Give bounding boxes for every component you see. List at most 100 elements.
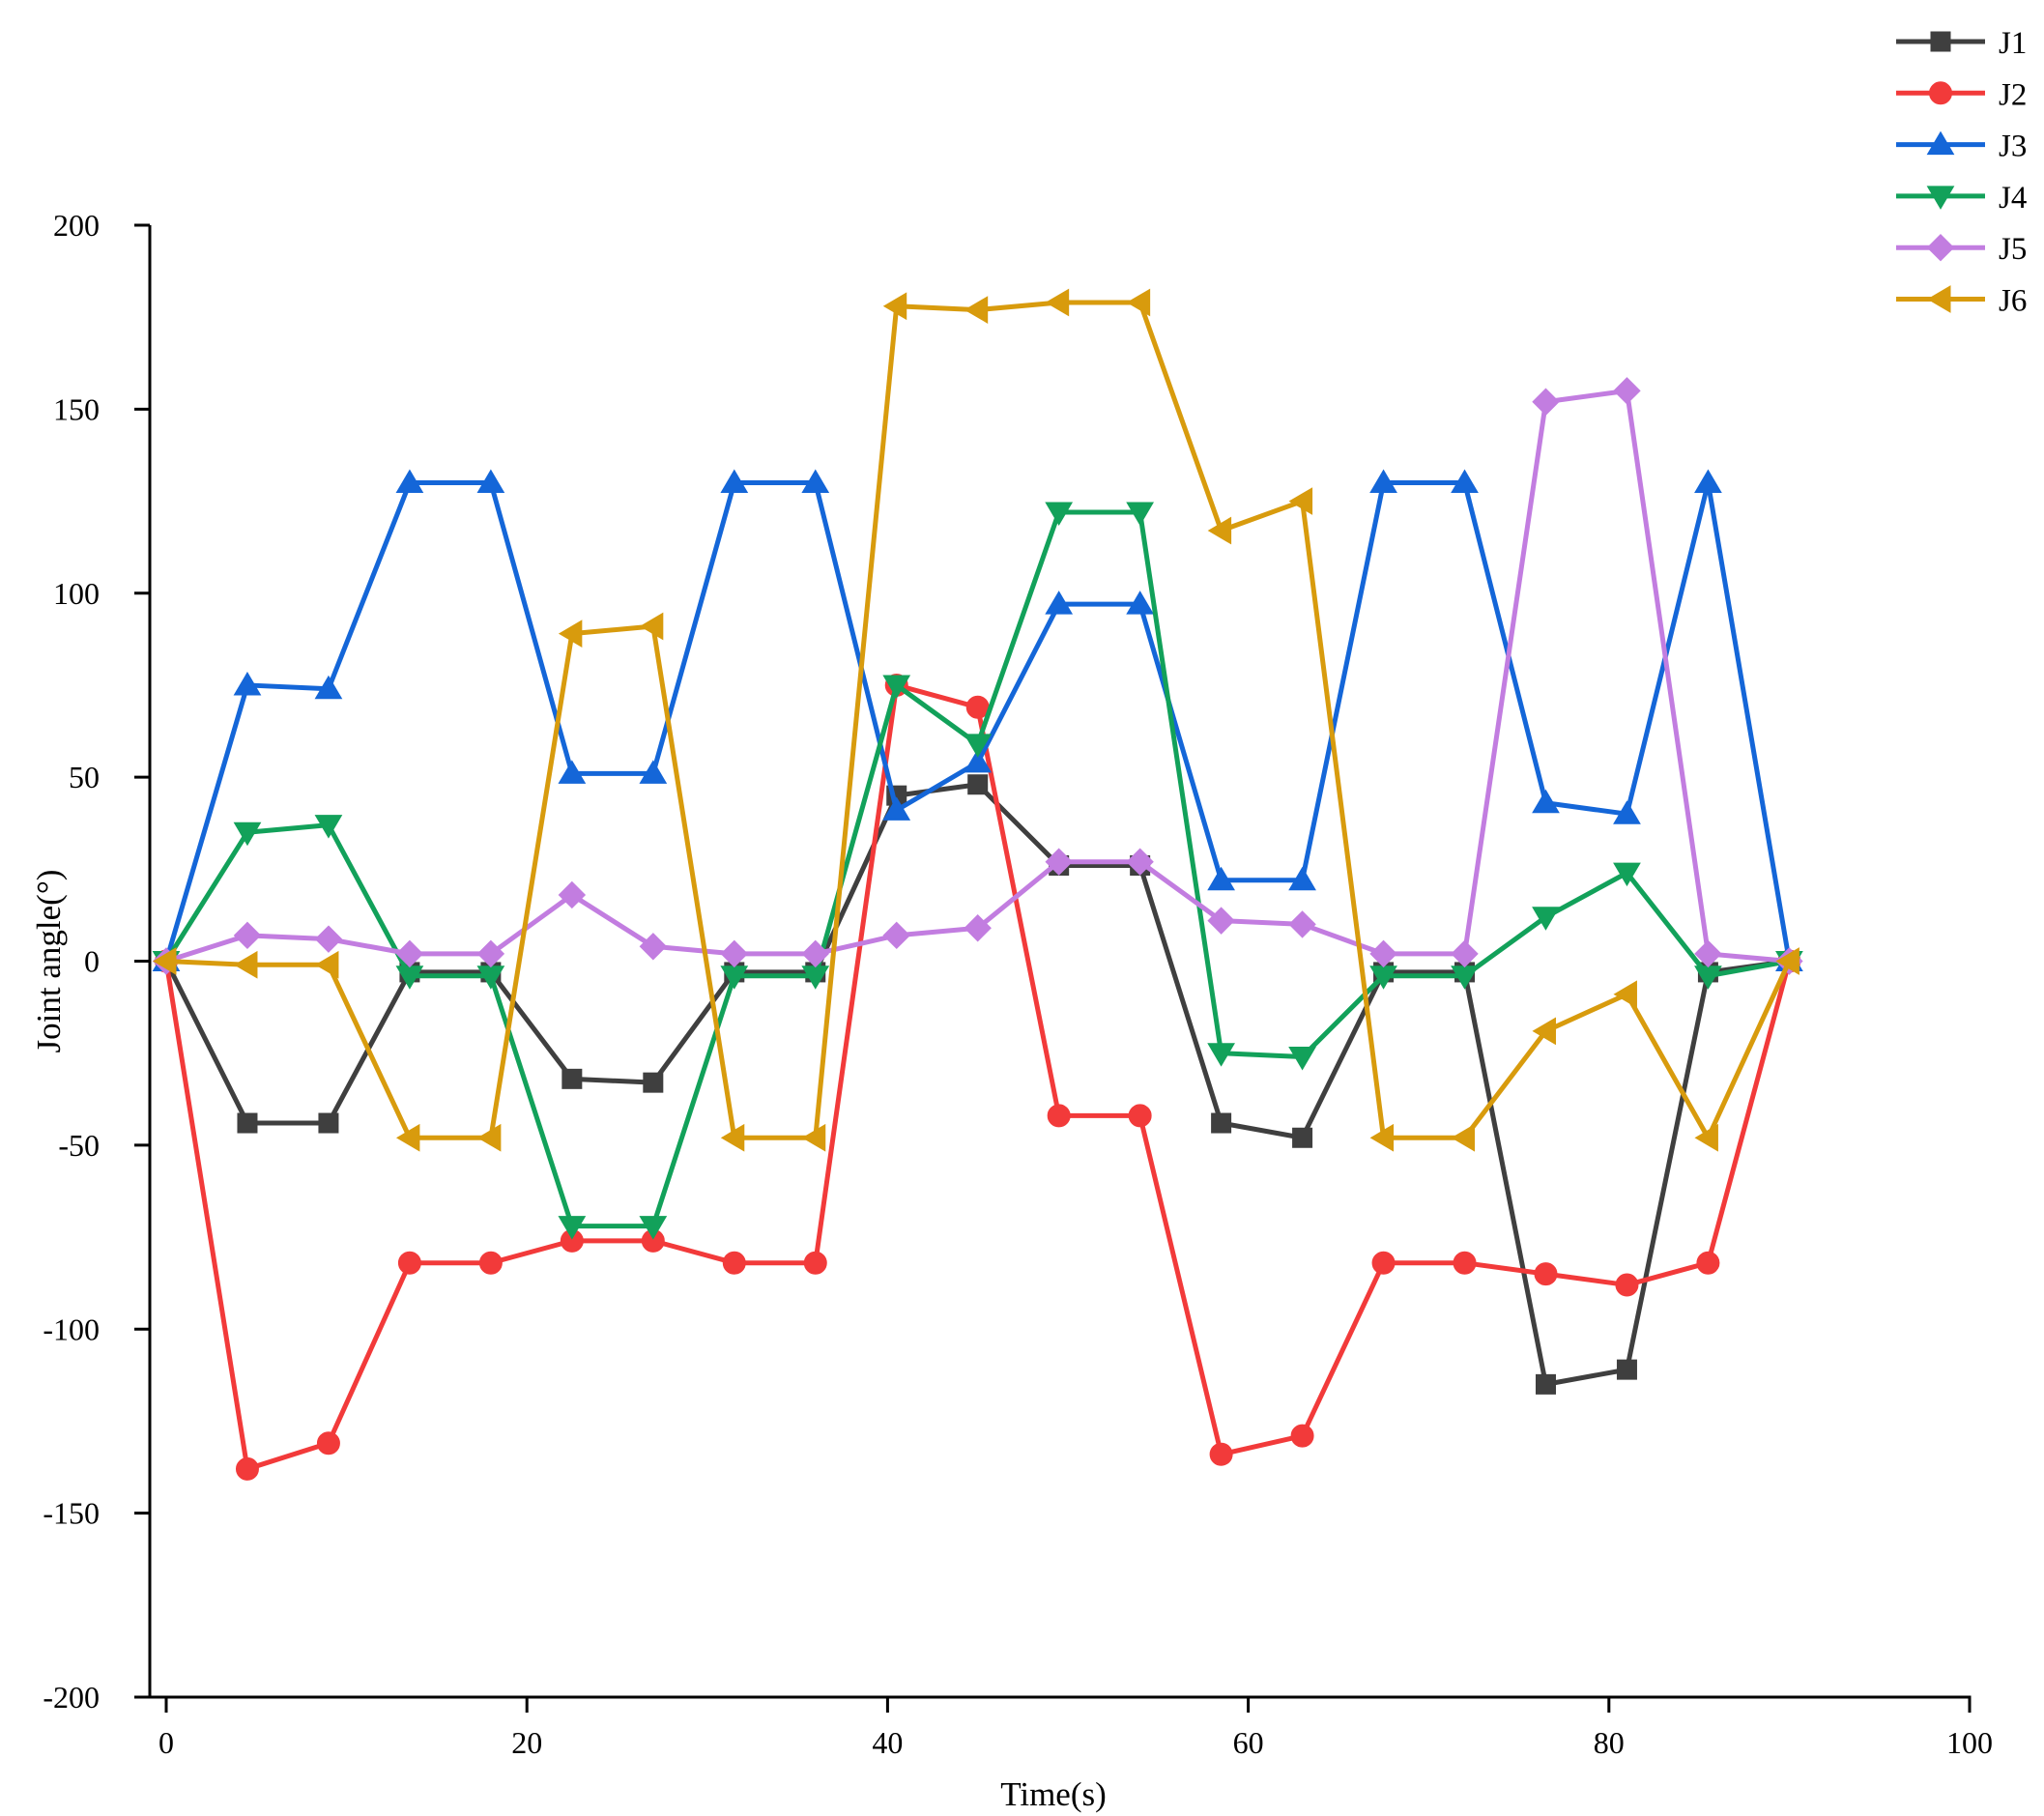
- data-point-j5: [1613, 377, 1641, 405]
- y-axis-title: Joint angle(°): [30, 870, 68, 1053]
- x-tick-label: 100: [1946, 1725, 1993, 1760]
- y-tick-label: -150: [43, 1496, 100, 1531]
- data-point-j5: [395, 939, 424, 968]
- legend-item-j6: J6: [1896, 284, 2027, 319]
- data-point-j6: [1369, 1123, 1395, 1152]
- data-point-j6: [882, 292, 907, 321]
- data-point-j4: [1126, 502, 1155, 526]
- data-point-j6: [1694, 1123, 1718, 1152]
- data-point-j2: [1371, 1251, 1396, 1275]
- data-point-j2: [1128, 1104, 1152, 1128]
- legend-marker: [1926, 130, 1955, 156]
- data-point-j3: [882, 796, 911, 821]
- y-tick-label: -50: [58, 1128, 100, 1163]
- data-point-j3: [639, 760, 668, 784]
- x-axis-title: Time(s): [1000, 1775, 1107, 1813]
- data-point-j5: [233, 921, 262, 950]
- data-point-j6: [1451, 1123, 1476, 1152]
- data-point-j4: [1207, 1043, 1235, 1067]
- legend-marker: [1930, 31, 1951, 52]
- data-point-j5: [1694, 939, 1722, 968]
- data-point-j3: [1045, 591, 1074, 615]
- data-point-j4: [639, 1216, 668, 1240]
- series-line-j1: [163, 782, 1790, 1387]
- data-point-j2: [1534, 1262, 1558, 1286]
- legend-label: J2: [1999, 77, 2027, 112]
- data-point-j3: [1694, 469, 1722, 494]
- data-point-j5: [964, 914, 992, 942]
- data-point-j4: [1613, 862, 1641, 887]
- legend-item-j2: J2: [1896, 77, 2027, 112]
- data-point-j6: [1045, 288, 1070, 317]
- data-point-j3: [1288, 866, 1316, 891]
- data-point-j3: [720, 469, 749, 494]
- series-j1: [156, 774, 1799, 1395]
- data-point-j1: [1211, 1112, 1232, 1134]
- data-point-j1: [643, 1072, 664, 1093]
- series-line-j4: [163, 509, 1790, 1229]
- data-point-j3: [964, 748, 993, 773]
- legend-item-j1: J1: [1896, 26, 2027, 61]
- data-point-j5: [558, 880, 587, 909]
- data-point-j5: [1207, 907, 1235, 935]
- data-point-j4: [1288, 1046, 1316, 1071]
- legend-marker: [1929, 81, 1952, 105]
- y-tick-label: 0: [84, 944, 100, 979]
- legend-marker: [1926, 233, 1955, 262]
- legend-label: J4: [1999, 181, 2027, 216]
- data-point-j3: [476, 469, 505, 494]
- y-tick-label: 200: [53, 208, 100, 243]
- data-point-j6: [1126, 288, 1151, 317]
- data-point-j5: [1126, 848, 1154, 876]
- x-tick-label: 20: [511, 1725, 542, 1760]
- legend-label: J6: [1999, 284, 2027, 319]
- data-point-j3: [1369, 469, 1397, 494]
- legend-item-j3: J3: [1896, 130, 2027, 164]
- legend-item-j4: J4: [1896, 181, 2027, 216]
- legend-label: J5: [1999, 232, 2027, 267]
- legend-label: J1: [1999, 26, 2027, 61]
- data-point-j3: [1126, 591, 1155, 615]
- data-point-j2: [722, 1251, 746, 1275]
- data-point-j3: [233, 671, 262, 696]
- data-point-j6: [1775, 947, 1799, 975]
- series-line-j6: [165, 300, 1792, 1140]
- data-point-j3: [1532, 789, 1560, 814]
- data-point-j6: [720, 1123, 745, 1152]
- data-point-j5: [1369, 939, 1397, 968]
- data-point-j4: [1045, 502, 1074, 526]
- data-point-j6: [1207, 516, 1232, 545]
- data-point-j2: [803, 1251, 827, 1275]
- data-point-j2: [316, 1431, 340, 1456]
- data-point-j4: [964, 734, 993, 758]
- data-point-j6: [395, 1123, 420, 1152]
- data-point-j4: [314, 815, 343, 839]
- y-tick-label: 150: [53, 391, 100, 426]
- data-point-j2: [235, 1456, 259, 1481]
- data-point-j4: [233, 822, 262, 847]
- series-j3: [152, 469, 1803, 971]
- data-point-j5: [639, 933, 668, 961]
- data-point-j6: [153, 947, 177, 975]
- axes: -200 -150 -100 -50 0 50 100 150 200 0 20 40 60 80 100: [43, 208, 1993, 1760]
- data-point-j1: [1292, 1127, 1313, 1148]
- data-point-j6: [964, 296, 989, 324]
- y-tick-label: -100: [43, 1312, 100, 1346]
- data-point-j3: [558, 760, 587, 784]
- x-tick-label: 60: [1233, 1725, 1264, 1760]
- x-tick-label: 80: [1594, 1725, 1625, 1760]
- data-point-j3: [1613, 800, 1641, 824]
- data-point-j2: [1047, 1104, 1071, 1128]
- data-point-j2: [1453, 1251, 1477, 1275]
- data-point-j5: [882, 921, 910, 950]
- data-point-j1: [1535, 1373, 1556, 1395]
- data-point-j4: [1532, 907, 1560, 931]
- data-point-j6: [801, 1123, 826, 1152]
- data-point-j3: [1207, 866, 1235, 891]
- legend-label: J3: [1999, 130, 2027, 164]
- data-point-j5: [1532, 388, 1560, 416]
- series-layer: [152, 288, 1803, 1481]
- series-j6: [153, 288, 1799, 1152]
- legend-marker: [1926, 186, 1955, 210]
